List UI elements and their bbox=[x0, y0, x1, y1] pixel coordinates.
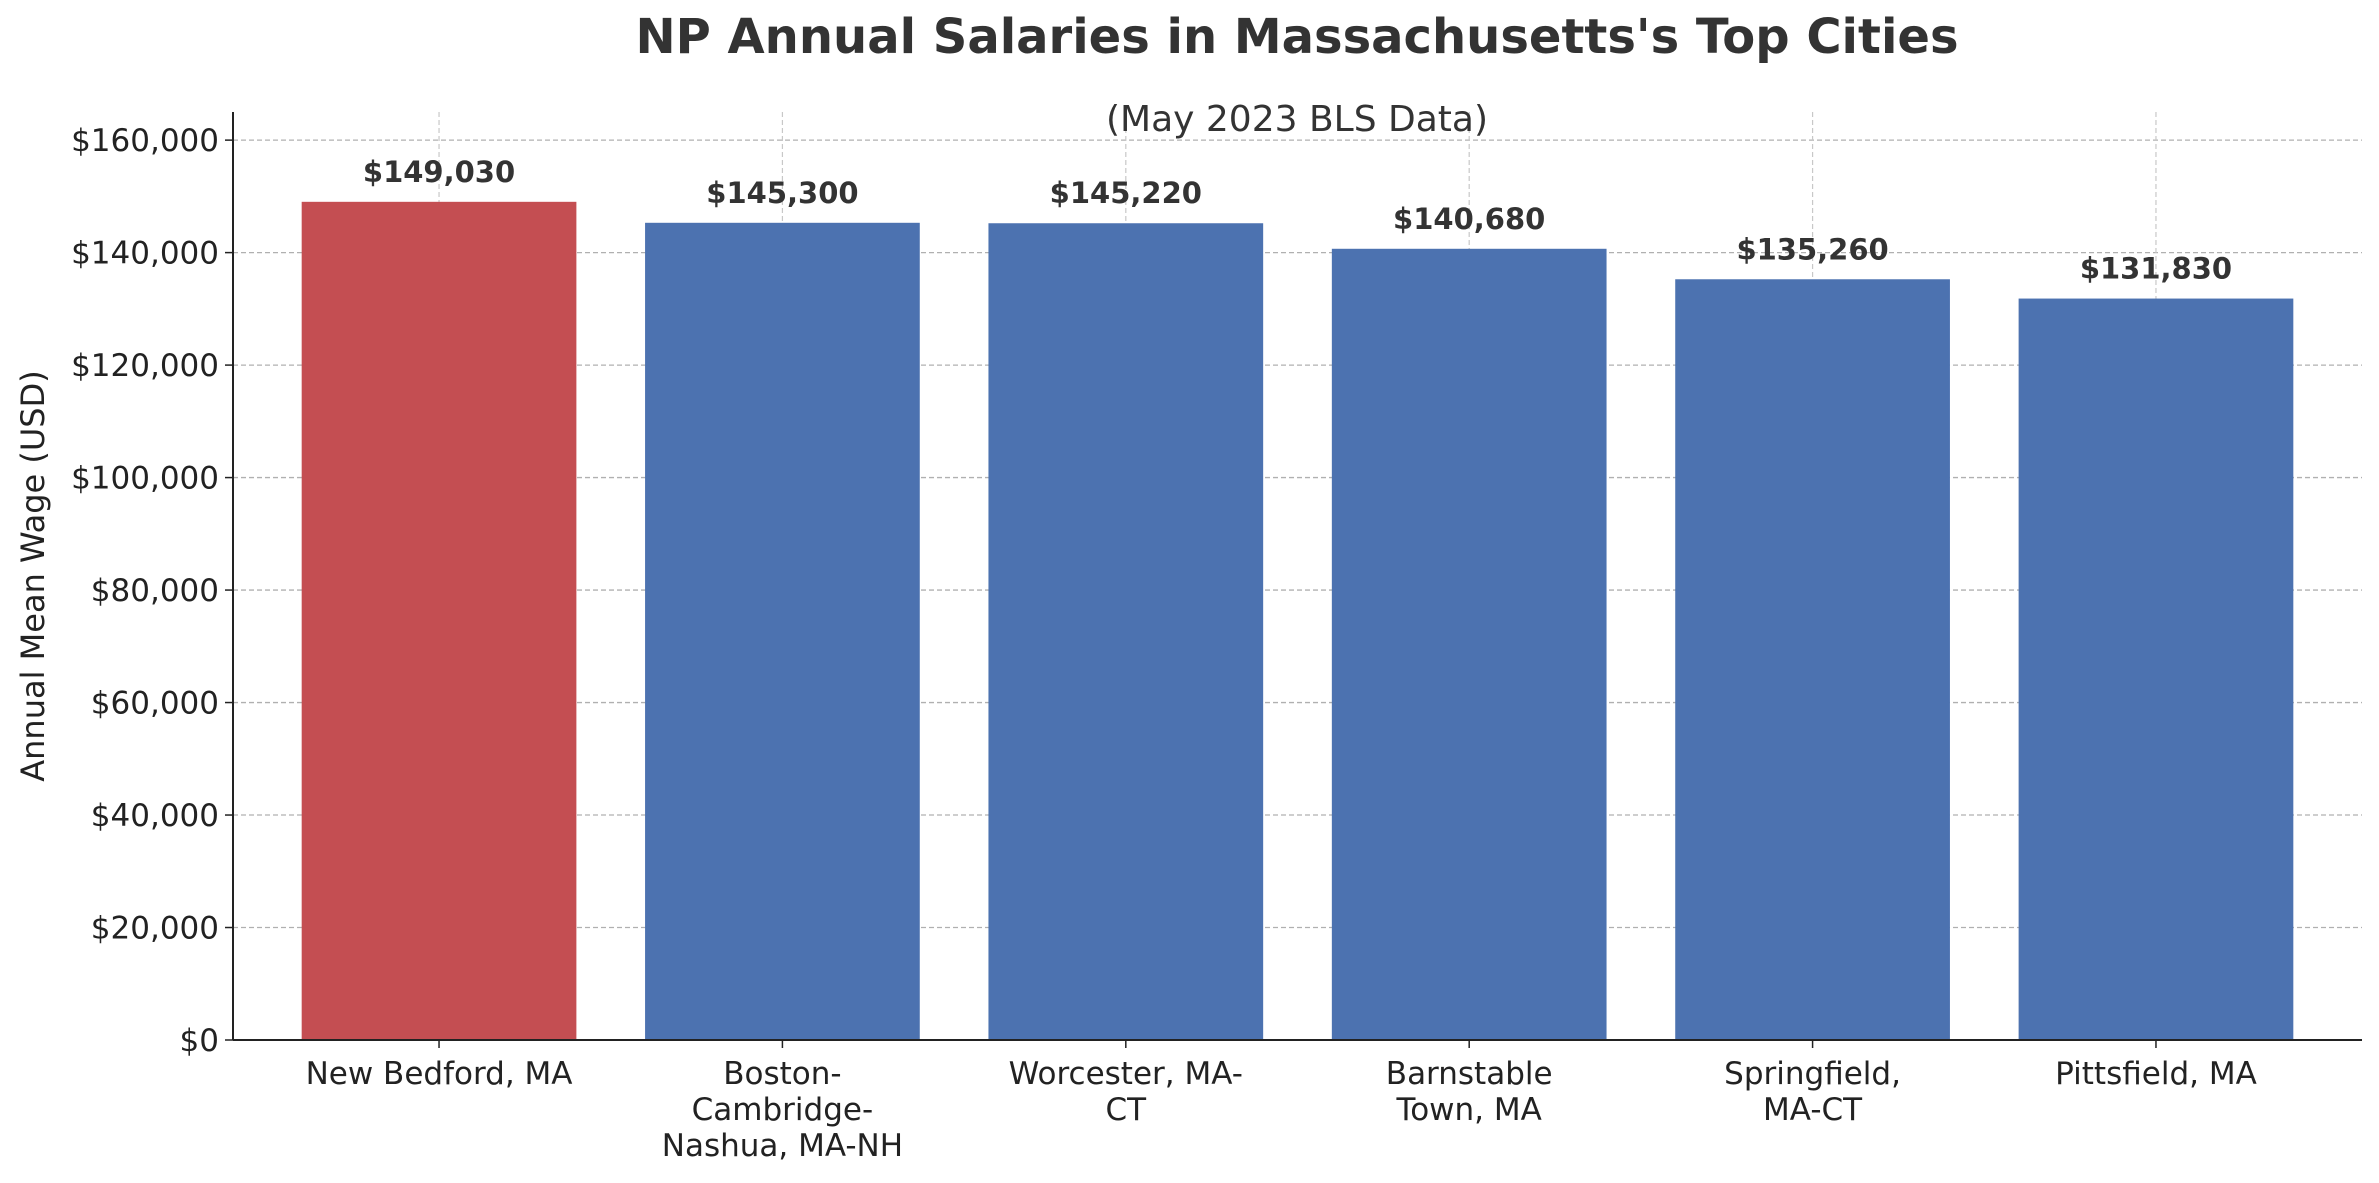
bar-value-label: $145,300 bbox=[706, 176, 858, 210]
y-tick-label: $60,000 bbox=[91, 686, 219, 722]
bars-layer bbox=[301, 201, 2294, 1041]
y-tick-label: $40,000 bbox=[91, 798, 219, 834]
y-tick-label: $140,000 bbox=[71, 236, 219, 272]
x-tick-label-line: Nashua, MA-NH bbox=[662, 1128, 903, 1164]
x-tick-label-line: Barnstable bbox=[1386, 1056, 1553, 1092]
x-tick-label: Springfield, MA-CT bbox=[1724, 1056, 1901, 1128]
x-tick-label-line: Cambridge- bbox=[692, 1092, 874, 1128]
x-tick-label: New Bedford, MA bbox=[306, 1056, 573, 1092]
bar bbox=[645, 222, 920, 1040]
bar bbox=[988, 223, 1264, 1041]
y-ticks-layer: $0 $20,000 $40,000 $60,000 $80,000 $100,000 $1… bbox=[71, 123, 233, 1059]
y-axis-label: Annual Mean Wage (USD) bbox=[14, 370, 52, 781]
bar-value-label: $149,030 bbox=[363, 155, 515, 189]
value-labels-layer: $149,030 $145,300 $145,220 $140,680 $135,260… bbox=[363, 155, 2232, 286]
x-tick-label: Pittsfield, MA bbox=[2055, 1056, 2257, 1092]
x-tick-label-line: Boston- bbox=[723, 1056, 841, 1092]
x-tick-label-line: MA-CT bbox=[1763, 1092, 1863, 1128]
bar-value-label: $135,260 bbox=[1736, 232, 1888, 266]
x-ticks-layer: New Bedford, MA Boston-Cambridge-Nashua, … bbox=[306, 1040, 2257, 1164]
chart-title: NP Annual Salaries in Massachusetts's To… bbox=[635, 9, 1958, 65]
axes-layer bbox=[232, 112, 2362, 1041]
y-tick-label: $120,000 bbox=[71, 348, 219, 384]
x-tick-label-line: Worcester, MA- bbox=[1009, 1056, 1243, 1092]
y-tick-label: $80,000 bbox=[91, 573, 219, 609]
bar bbox=[1331, 248, 1607, 1041]
x-tick-label-line: Town, MA bbox=[1396, 1092, 1542, 1128]
bar-value-label: $131,830 bbox=[2080, 252, 2232, 286]
x-tick-label: Boston-Cambridge-Nashua, MA-NH bbox=[662, 1056, 903, 1164]
bar-value-label: $140,680 bbox=[1393, 202, 1545, 236]
x-tick-label-line: Springfield, bbox=[1724, 1056, 1901, 1092]
bar bbox=[1675, 279, 1950, 1040]
x-tick-label-line: CT bbox=[1106, 1092, 1148, 1128]
bar bbox=[301, 201, 577, 1040]
y-tick-label: $20,000 bbox=[91, 911, 219, 947]
y-tick-label: $100,000 bbox=[71, 461, 219, 497]
y-tick-label: $160,000 bbox=[71, 123, 219, 159]
y-tick-label: $0 bbox=[180, 1023, 219, 1059]
bar bbox=[2018, 298, 2294, 1040]
chart-subtitle: (May 2023 BLS Data) bbox=[1106, 99, 1488, 140]
x-tick-label-line: New Bedford, MA bbox=[306, 1056, 573, 1092]
x-tick-label-line: Pittsfield, MA bbox=[2055, 1056, 2257, 1092]
x-tick-label: Worcester, MA-CT bbox=[1009, 1056, 1243, 1128]
x-tick-label: Barnstable Town, MA bbox=[1386, 1056, 1553, 1128]
bar-value-label: $145,220 bbox=[1050, 176, 1202, 210]
